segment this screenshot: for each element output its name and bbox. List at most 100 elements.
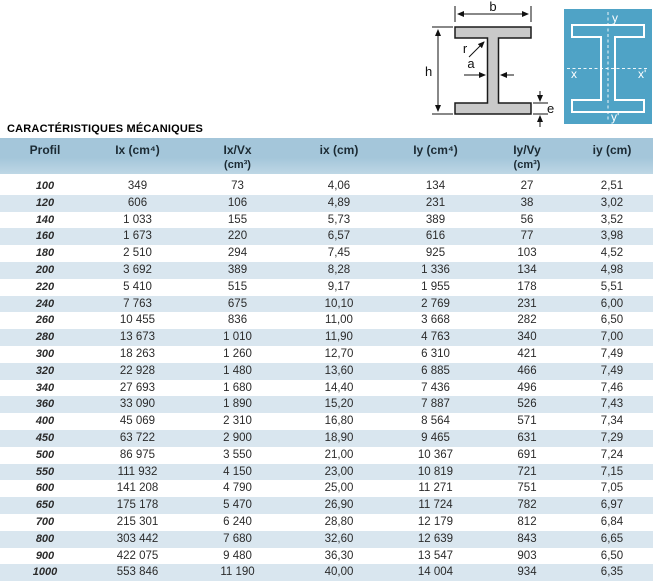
value-cell: 6,97 bbox=[600, 499, 624, 512]
column-header-1: Profil bbox=[0, 138, 90, 178]
value-cell: 18,90 bbox=[324, 431, 354, 444]
profil-cell: 160 bbox=[35, 230, 55, 243]
column-header-3: Ix/Vx (cm³) bbox=[185, 138, 290, 178]
value-cell: 25,00 bbox=[324, 482, 354, 495]
value-cell: 925 bbox=[425, 247, 446, 260]
value-cell: 903 bbox=[517, 549, 537, 562]
value-cell: 8,28 bbox=[327, 263, 351, 276]
table-row: 550 111 932 4 150 23,00 10 819 721 7,15 bbox=[0, 463, 653, 481]
profil-cell: 180 bbox=[35, 247, 55, 260]
value-cell: 5 470 bbox=[223, 499, 252, 512]
value-cell: 751 bbox=[517, 482, 537, 495]
profil-cell: 340 bbox=[35, 381, 55, 394]
value-cell: 389 bbox=[425, 213, 446, 226]
value-cell: 7,29 bbox=[600, 431, 624, 444]
value-cell: 1 955 bbox=[421, 280, 450, 293]
value-cell: 12,70 bbox=[324, 347, 354, 360]
table-row: 180 2 510 294 7,45 925 103 4,52 bbox=[0, 245, 653, 262]
value-cell: 843 bbox=[517, 532, 537, 545]
profil-cell: 450 bbox=[35, 431, 55, 444]
value-cell: 14,40 bbox=[324, 381, 354, 394]
table-row: 400 45 069 2 310 16,80 8 564 571 7,34 bbox=[0, 413, 653, 430]
profil-cell: 220 bbox=[35, 280, 55, 293]
value-cell: 6 240 bbox=[223, 515, 252, 528]
value-cell: 7,24 bbox=[600, 448, 624, 461]
value-cell: 13 547 bbox=[417, 549, 454, 562]
value-cell: 1 010 bbox=[223, 331, 252, 344]
value-cell: 10,10 bbox=[324, 297, 354, 310]
value-cell: 86 975 bbox=[119, 448, 156, 461]
value-cell: 2,51 bbox=[600, 180, 624, 192]
value-cell: 7 680 bbox=[223, 532, 252, 545]
value-cell: 6,35 bbox=[600, 566, 624, 579]
value-cell: 7,05 bbox=[600, 482, 624, 495]
value-cell: 6 885 bbox=[421, 364, 450, 377]
profil-cell: 900 bbox=[35, 549, 55, 562]
value-cell: 5,51 bbox=[600, 280, 624, 293]
axis-label-x-left: x bbox=[571, 67, 577, 81]
value-cell: 1 480 bbox=[223, 364, 252, 377]
value-cell: 3,02 bbox=[600, 196, 624, 209]
table-row: 240 7 763 675 10,10 2 769 231 6,00 bbox=[0, 295, 653, 313]
value-cell: 812 bbox=[517, 515, 537, 528]
value-cell: 56 bbox=[520, 213, 534, 226]
axes-background bbox=[564, 9, 652, 124]
value-cell: 691 bbox=[517, 448, 537, 461]
value-cell: 7,34 bbox=[600, 415, 624, 428]
profil-cell: 120 bbox=[35, 196, 55, 209]
value-cell: 134 bbox=[517, 263, 537, 276]
value-cell: 7,45 bbox=[327, 247, 351, 260]
value-cell: 4 790 bbox=[223, 482, 252, 495]
value-cell: 111 932 bbox=[117, 465, 158, 478]
column-header-6: Iy/Vy (cm³) bbox=[483, 138, 571, 178]
value-cell: 4,52 bbox=[600, 247, 624, 260]
value-cell: 1 336 bbox=[421, 263, 450, 276]
value-cell: 16,80 bbox=[324, 415, 354, 428]
value-cell: 178 bbox=[517, 280, 537, 293]
value-cell: 28,80 bbox=[324, 515, 354, 528]
value-cell: 349 bbox=[127, 180, 148, 192]
value-cell: 215 301 bbox=[116, 515, 159, 528]
dim-label-h: h bbox=[425, 64, 432, 79]
value-cell: 422 075 bbox=[116, 549, 159, 562]
table-row: 600 141 208 4 790 25,00 11 271 751 7,05 bbox=[0, 480, 653, 497]
value-cell: 134 bbox=[425, 180, 446, 192]
value-cell: 294 bbox=[227, 247, 248, 260]
value-cell: 466 bbox=[517, 364, 537, 377]
value-cell: 77 bbox=[520, 230, 534, 243]
value-cell: 7,46 bbox=[600, 381, 624, 394]
value-cell: 782 bbox=[517, 499, 537, 512]
value-cell: 389 bbox=[227, 263, 248, 276]
value-cell: 6,65 bbox=[600, 532, 624, 545]
table-header-row: Profil Ix (cm⁴) Ix/Vx (cm³) ix (cm) Iy (cm⁴) I… bbox=[0, 138, 653, 178]
value-cell: 3,98 bbox=[600, 230, 624, 243]
value-cell: 33 090 bbox=[119, 398, 156, 411]
value-cell: 40,00 bbox=[324, 566, 354, 579]
value-cell: 675 bbox=[227, 297, 248, 310]
profil-cell: 200 bbox=[35, 263, 55, 276]
profil-cell: 240 bbox=[35, 297, 55, 310]
value-cell: 7,15 bbox=[600, 465, 624, 478]
table-row: 360 33 090 1 890 15,20 7 887 526 7,43 bbox=[0, 396, 653, 414]
value-cell: 7,43 bbox=[600, 398, 624, 411]
section-title: CARACTÉRISTIQUES MÉCANIQUES bbox=[7, 123, 204, 135]
axis-label-x-right: x' bbox=[638, 67, 646, 81]
ibeam-axes-diagram: y y' x x' bbox=[564, 9, 652, 124]
value-cell: 11,90 bbox=[325, 331, 353, 344]
value-cell: 2 769 bbox=[421, 297, 450, 310]
value-cell: 6 310 bbox=[421, 347, 450, 360]
value-cell: 6,57 bbox=[327, 230, 351, 243]
value-cell: 3 550 bbox=[223, 448, 252, 461]
value-cell: 303 442 bbox=[116, 532, 159, 545]
value-cell: 63 722 bbox=[119, 431, 156, 444]
value-cell: 571 bbox=[517, 415, 537, 428]
value-cell: 10 819 bbox=[417, 465, 454, 478]
value-cell: 11 271 bbox=[418, 482, 453, 495]
value-cell: 7,49 bbox=[600, 364, 624, 377]
value-cell: 2 310 bbox=[223, 415, 252, 428]
profil-cell: 140 bbox=[35, 213, 55, 226]
value-cell: 13,60 bbox=[324, 364, 354, 377]
value-cell: 5 410 bbox=[123, 280, 152, 293]
value-cell: 11,00 bbox=[325, 314, 353, 327]
value-cell: 4 150 bbox=[223, 465, 252, 478]
